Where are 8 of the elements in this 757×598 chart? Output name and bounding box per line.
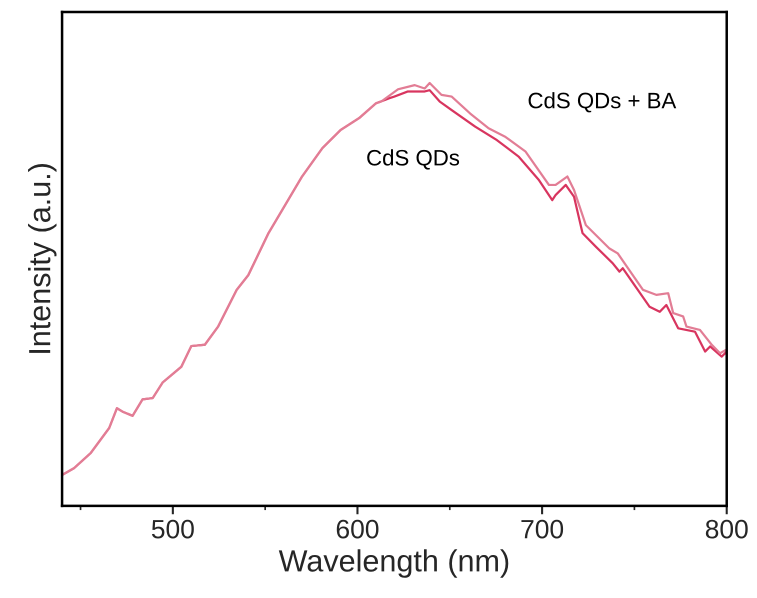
x-tick-label: 800 — [706, 520, 748, 538]
series-label: CdS QDs — [367, 149, 460, 170]
x-axis-title: Wavelength (nm) — [278, 549, 508, 578]
x-tick-label: 600 — [336, 520, 378, 538]
series-label: CdS QDs + BA — [528, 92, 676, 112]
x-tick-label: 500 — [152, 520, 194, 538]
y-axis-title: Intensity (a.u.) — [28, 164, 57, 353]
x-tick-label: 700 — [521, 520, 564, 538]
